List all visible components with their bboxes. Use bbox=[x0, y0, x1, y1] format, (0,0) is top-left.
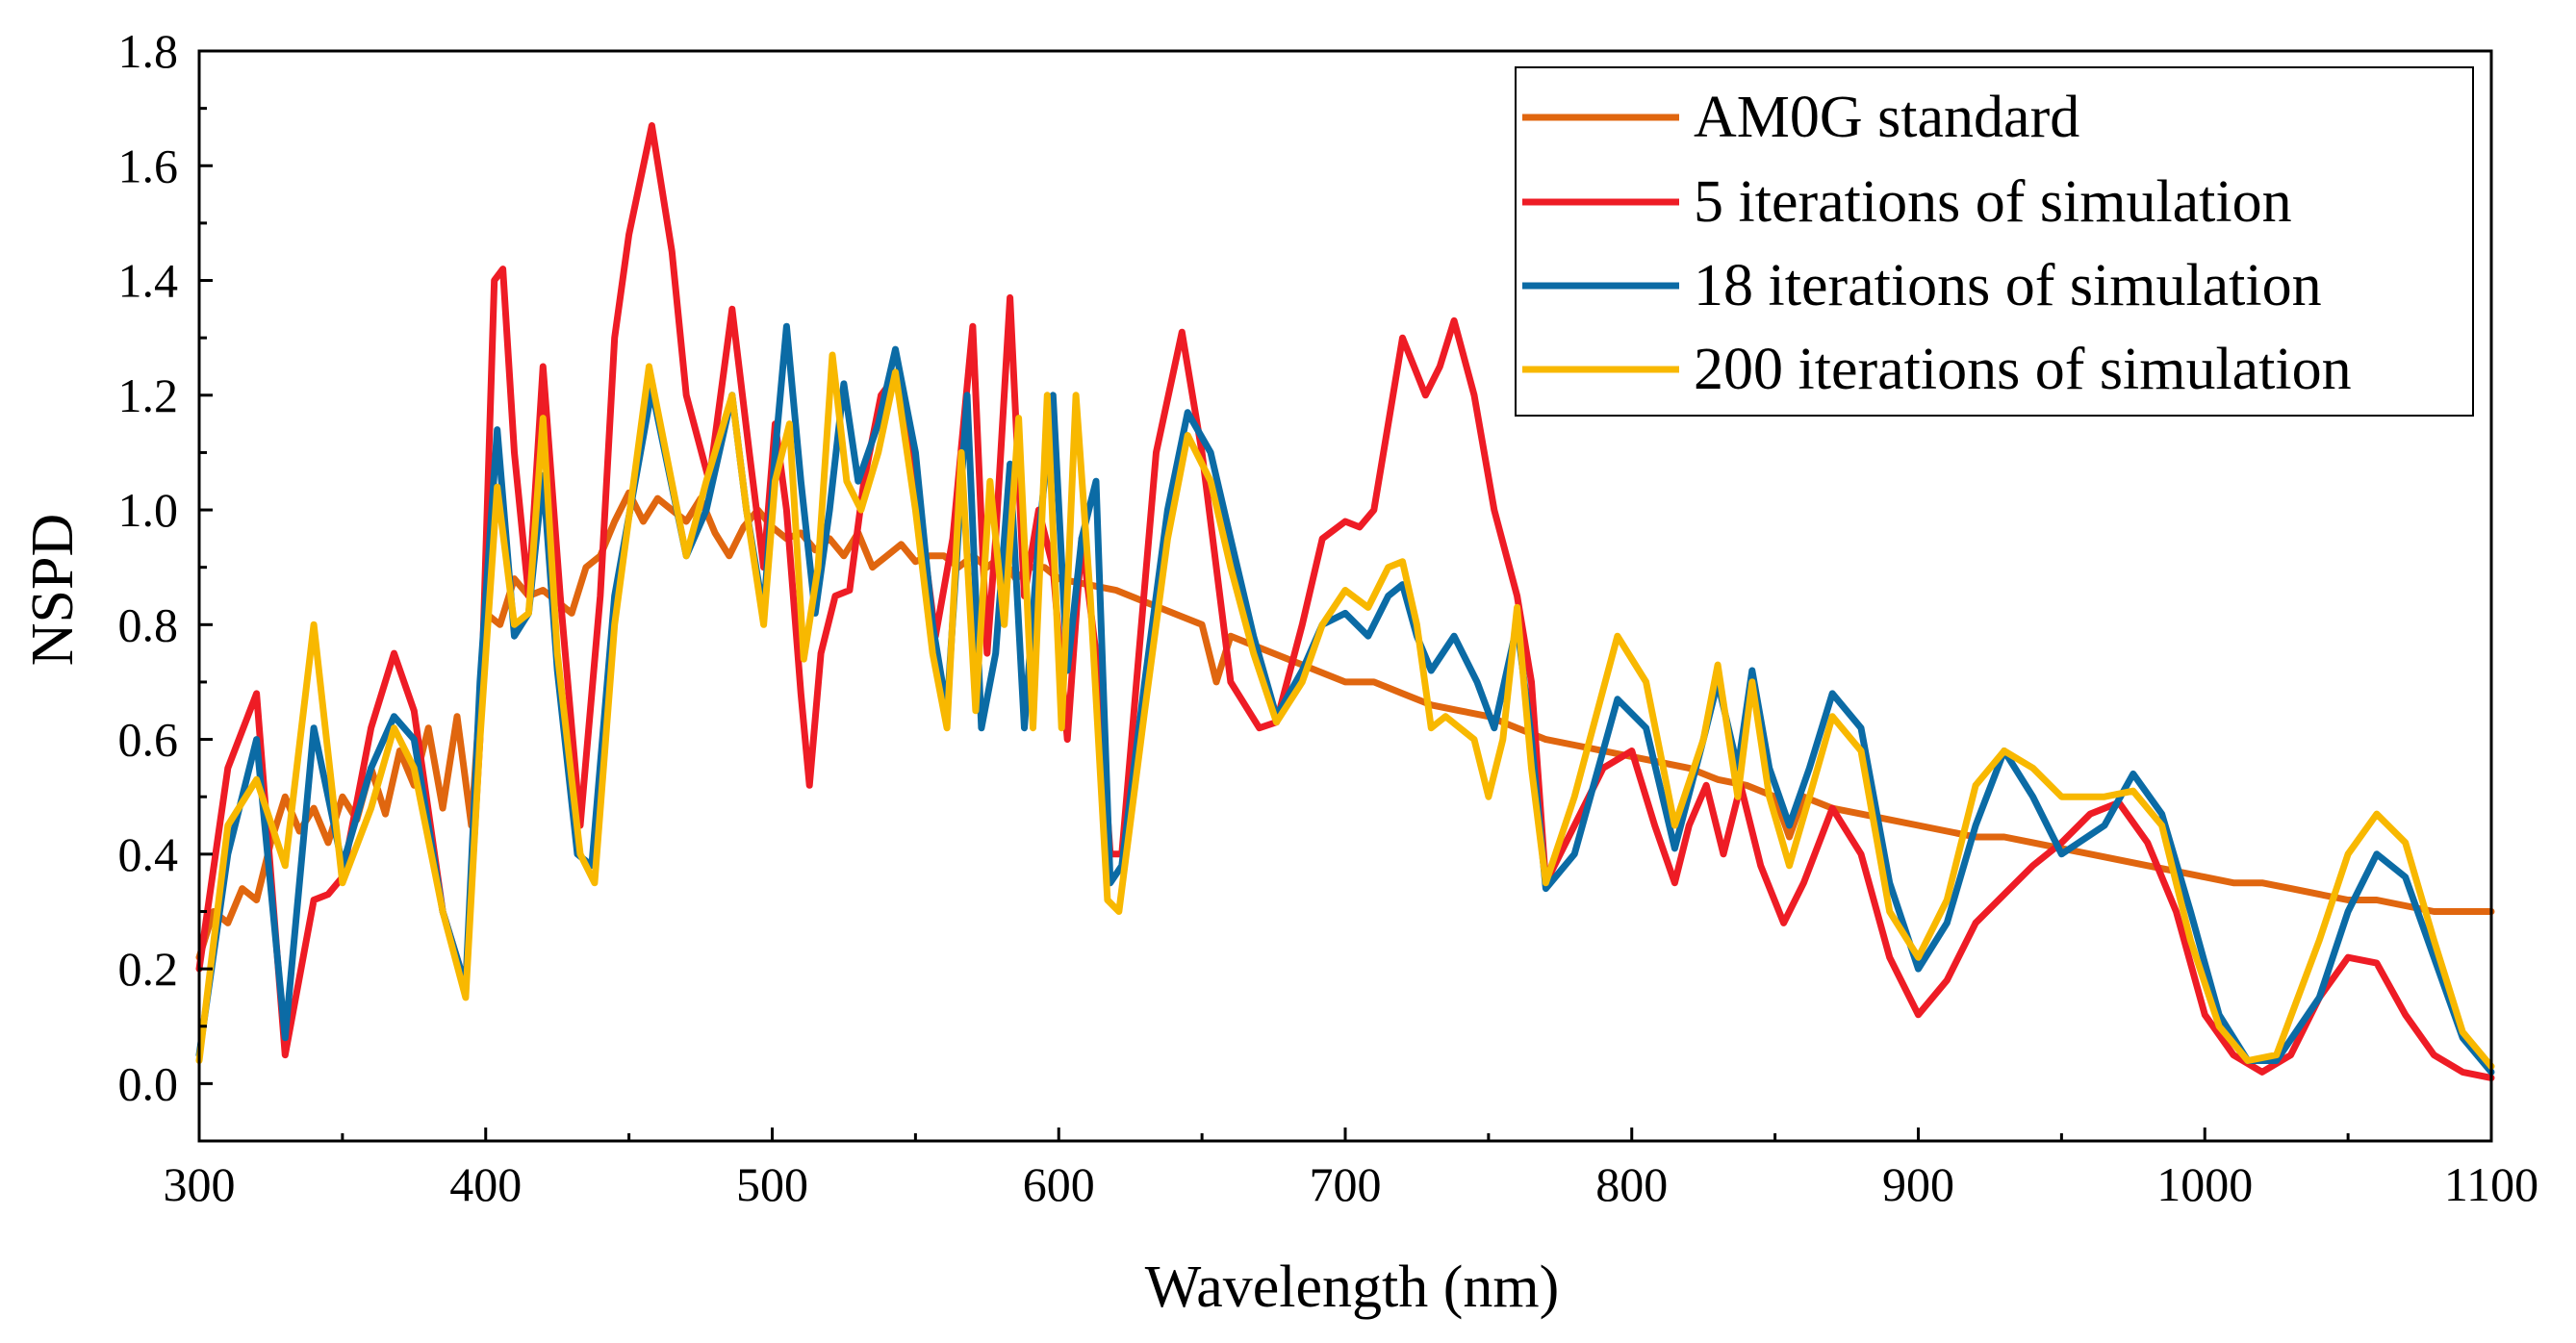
legend: AM0G standard 5 iterations of simulation… bbox=[1515, 66, 2474, 417]
legend-box bbox=[1515, 66, 2474, 417]
legend-label: 18 iterations of simulation bbox=[1694, 253, 2322, 318]
y-tick-label: 1.8 bbox=[118, 24, 179, 78]
y-tick-label: 1.6 bbox=[118, 139, 179, 192]
axis-ticks bbox=[197, 49, 2493, 1143]
x-tick-label: 600 bbox=[1023, 1157, 1095, 1211]
y-tick-label: 1.0 bbox=[118, 483, 179, 537]
x-tick-label: 1100 bbox=[2444, 1157, 2538, 1211]
x-tick-label: 900 bbox=[1882, 1157, 1954, 1211]
legend-label: 5 iterations of simulation bbox=[1694, 169, 2292, 235]
y-tick-label: 1.2 bbox=[118, 368, 179, 422]
x-tick-label: 1000 bbox=[2156, 1157, 2253, 1211]
x-tick-label: 800 bbox=[1595, 1157, 1668, 1211]
legend-label: AM0G standard bbox=[1694, 85, 2079, 150]
y-axis-title: NSPD bbox=[20, 514, 86, 667]
x-axis-title: Wavelength (nm) bbox=[1145, 1254, 1560, 1320]
y-tick-label: 1.4 bbox=[118, 254, 179, 308]
plot-area bbox=[195, 122, 2495, 1081]
series-line-5-iterations bbox=[195, 122, 2495, 1081]
y-tick-label: 0.6 bbox=[118, 713, 179, 767]
x-tick-label: 500 bbox=[736, 1157, 808, 1211]
x-tick-label: 700 bbox=[1310, 1157, 1382, 1211]
series-line-200-iterations bbox=[195, 351, 2495, 1070]
y-tick-labels: 0.0 0.2 0.4 0.6 0.8 1.0 1.2 1.4 1.6 1.8 bbox=[118, 24, 179, 1110]
x-tick-label: 400 bbox=[449, 1157, 522, 1211]
y-tick-label: 0.0 bbox=[118, 1056, 179, 1110]
legend-label: 200 iterations of simulation bbox=[1694, 337, 2352, 402]
y-tick-label: 0.2 bbox=[118, 942, 179, 996]
y-tick-label: 0.8 bbox=[118, 597, 179, 651]
y-tick-label: 0.4 bbox=[118, 827, 179, 881]
x-tick-label: 300 bbox=[164, 1157, 236, 1211]
x-tick-labels: 300 400 500 600 700 800 900 1000 1100 bbox=[164, 1157, 2539, 1211]
